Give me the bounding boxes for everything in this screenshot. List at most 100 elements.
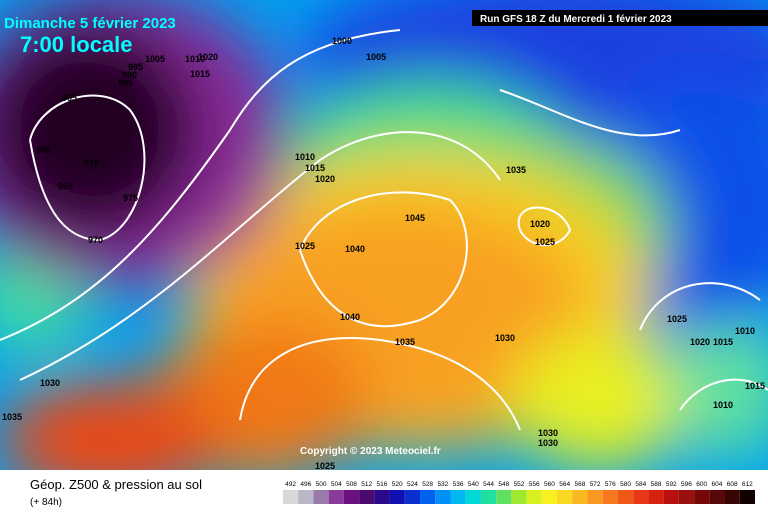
scale-label: 536: [453, 481, 464, 488]
color-scale: 492 496 500 504 508 512 516 520 524 528 532 536 540 5…: [283, 481, 755, 504]
scale-swatch: [724, 490, 740, 504]
isobar-label: 1020: [690, 337, 710, 347]
scale-label: 528: [422, 481, 433, 488]
scale-swatch: [739, 490, 755, 504]
forecast-date: Dimanche 5 février 2023: [4, 15, 176, 32]
isobar-label: 970: [88, 235, 103, 245]
scale-swatch: [648, 490, 664, 504]
scale-label: 548: [498, 481, 509, 488]
isobars: [0, 29, 768, 431]
isobar-label: 1020: [315, 174, 335, 184]
scale-swatch: [496, 490, 512, 504]
scale-label: 568: [574, 481, 585, 488]
scale-swatch: [298, 490, 314, 504]
scale-label: 592: [666, 481, 677, 488]
scale-label: 612: [742, 481, 753, 488]
scale-label: 540: [468, 481, 479, 488]
isobar-label: 965: [36, 145, 51, 155]
scale-label: 596: [681, 481, 692, 488]
isobar-label: 1010: [735, 326, 755, 336]
isobar-label: 1030: [495, 333, 515, 343]
scale-label: 532: [437, 481, 448, 488]
scale-label: 572: [590, 481, 601, 488]
isobar-label: 1045: [405, 213, 425, 223]
isobar-label: 1030: [538, 438, 558, 448]
scale-swatch: [404, 490, 421, 504]
scale-swatch: [511, 490, 527, 504]
scale-label: 516: [377, 481, 388, 488]
isobar-label: 970: [84, 158, 99, 168]
scale-label: 496: [300, 481, 311, 488]
isobar-label: 1035: [2, 412, 22, 422]
scale-swatch: [420, 490, 436, 504]
footer-title: Géop. Z500 & pression au sol: [30, 477, 202, 492]
run-info: Run GFS 18 Z du Mercredi 1 février 2023: [480, 14, 672, 25]
scale-label: 576: [605, 481, 616, 488]
isobar-label: 965: [62, 93, 77, 103]
scale-swatch: [663, 490, 679, 504]
scale-swatch: [450, 490, 466, 504]
scale-swatch: [709, 490, 725, 504]
scale-swatch: [587, 490, 603, 504]
isobar-label: 1020: [530, 219, 550, 229]
isobar-label: 1015: [713, 337, 733, 347]
scale-swatch: [602, 490, 618, 504]
isobar-label: 1000: [332, 36, 352, 46]
isobar-label: 985: [118, 78, 133, 88]
scale-swatch: [283, 490, 299, 504]
isobar-label: 1030: [538, 428, 558, 438]
isobar-label: 1040: [345, 244, 365, 254]
isobar-label: 1010: [295, 152, 315, 162]
isobar-label: 1025: [535, 237, 555, 247]
isobar-label: 1035: [395, 337, 415, 347]
scale-label: 556: [529, 481, 540, 488]
scale-label: 520: [392, 481, 403, 488]
scale-swatch: [541, 490, 558, 504]
scale-label: 600: [696, 481, 707, 488]
scale-swatch: [557, 490, 573, 504]
isobar-label: 1015: [305, 163, 325, 173]
scale-label: 604: [712, 481, 723, 488]
geopotential-field: [0, 0, 768, 500]
isobar-label: 995: [128, 62, 143, 72]
scale-swatch: [526, 490, 542, 504]
scale-swatch: [617, 490, 634, 504]
scale-swatch: [343, 490, 360, 504]
scale-label: 508: [346, 481, 357, 488]
scale-swatch: [374, 490, 390, 504]
copyright: Copyright © 2023 Meteociel.fr: [300, 446, 441, 457]
scale-swatch: [313, 490, 329, 504]
isobar-label: 975: [123, 193, 138, 203]
scale-label: 512: [361, 481, 372, 488]
scale-label: 564: [559, 481, 570, 488]
scale-swatch: [480, 490, 497, 504]
scale-label: 524: [407, 481, 418, 488]
scale-label: 504: [331, 481, 342, 488]
scale-swatch: [633, 490, 649, 504]
isobar-label: 965: [58, 181, 73, 191]
isobar-label: 1020: [198, 52, 218, 62]
forecast-time: 7:00 locale: [20, 32, 133, 57]
isobar-label: 1010: [185, 54, 205, 64]
isobar-label: 1025: [315, 461, 335, 471]
isobar-label: 1030: [40, 378, 60, 388]
scale-swatch: [465, 490, 481, 504]
scale-label: 584: [635, 481, 646, 488]
isobar-label: 1035: [506, 165, 526, 175]
isobar-label: 990: [122, 70, 137, 80]
isobar-label: 1010: [713, 400, 733, 410]
isobar-label: 1025: [295, 241, 315, 251]
isobar-label: 1040: [340, 312, 360, 322]
scale-label: 544: [483, 481, 494, 488]
scale-label: 608: [727, 481, 738, 488]
scale-swatch: [328, 490, 344, 504]
scale-swatch: [389, 490, 405, 504]
scale-label: 588: [651, 481, 662, 488]
isobar-label: 1005: [145, 54, 165, 64]
scale-label: 492: [285, 481, 296, 488]
scale-label: 580: [620, 481, 631, 488]
isobar-label: 1015: [745, 381, 765, 391]
run-banner: [472, 10, 768, 26]
